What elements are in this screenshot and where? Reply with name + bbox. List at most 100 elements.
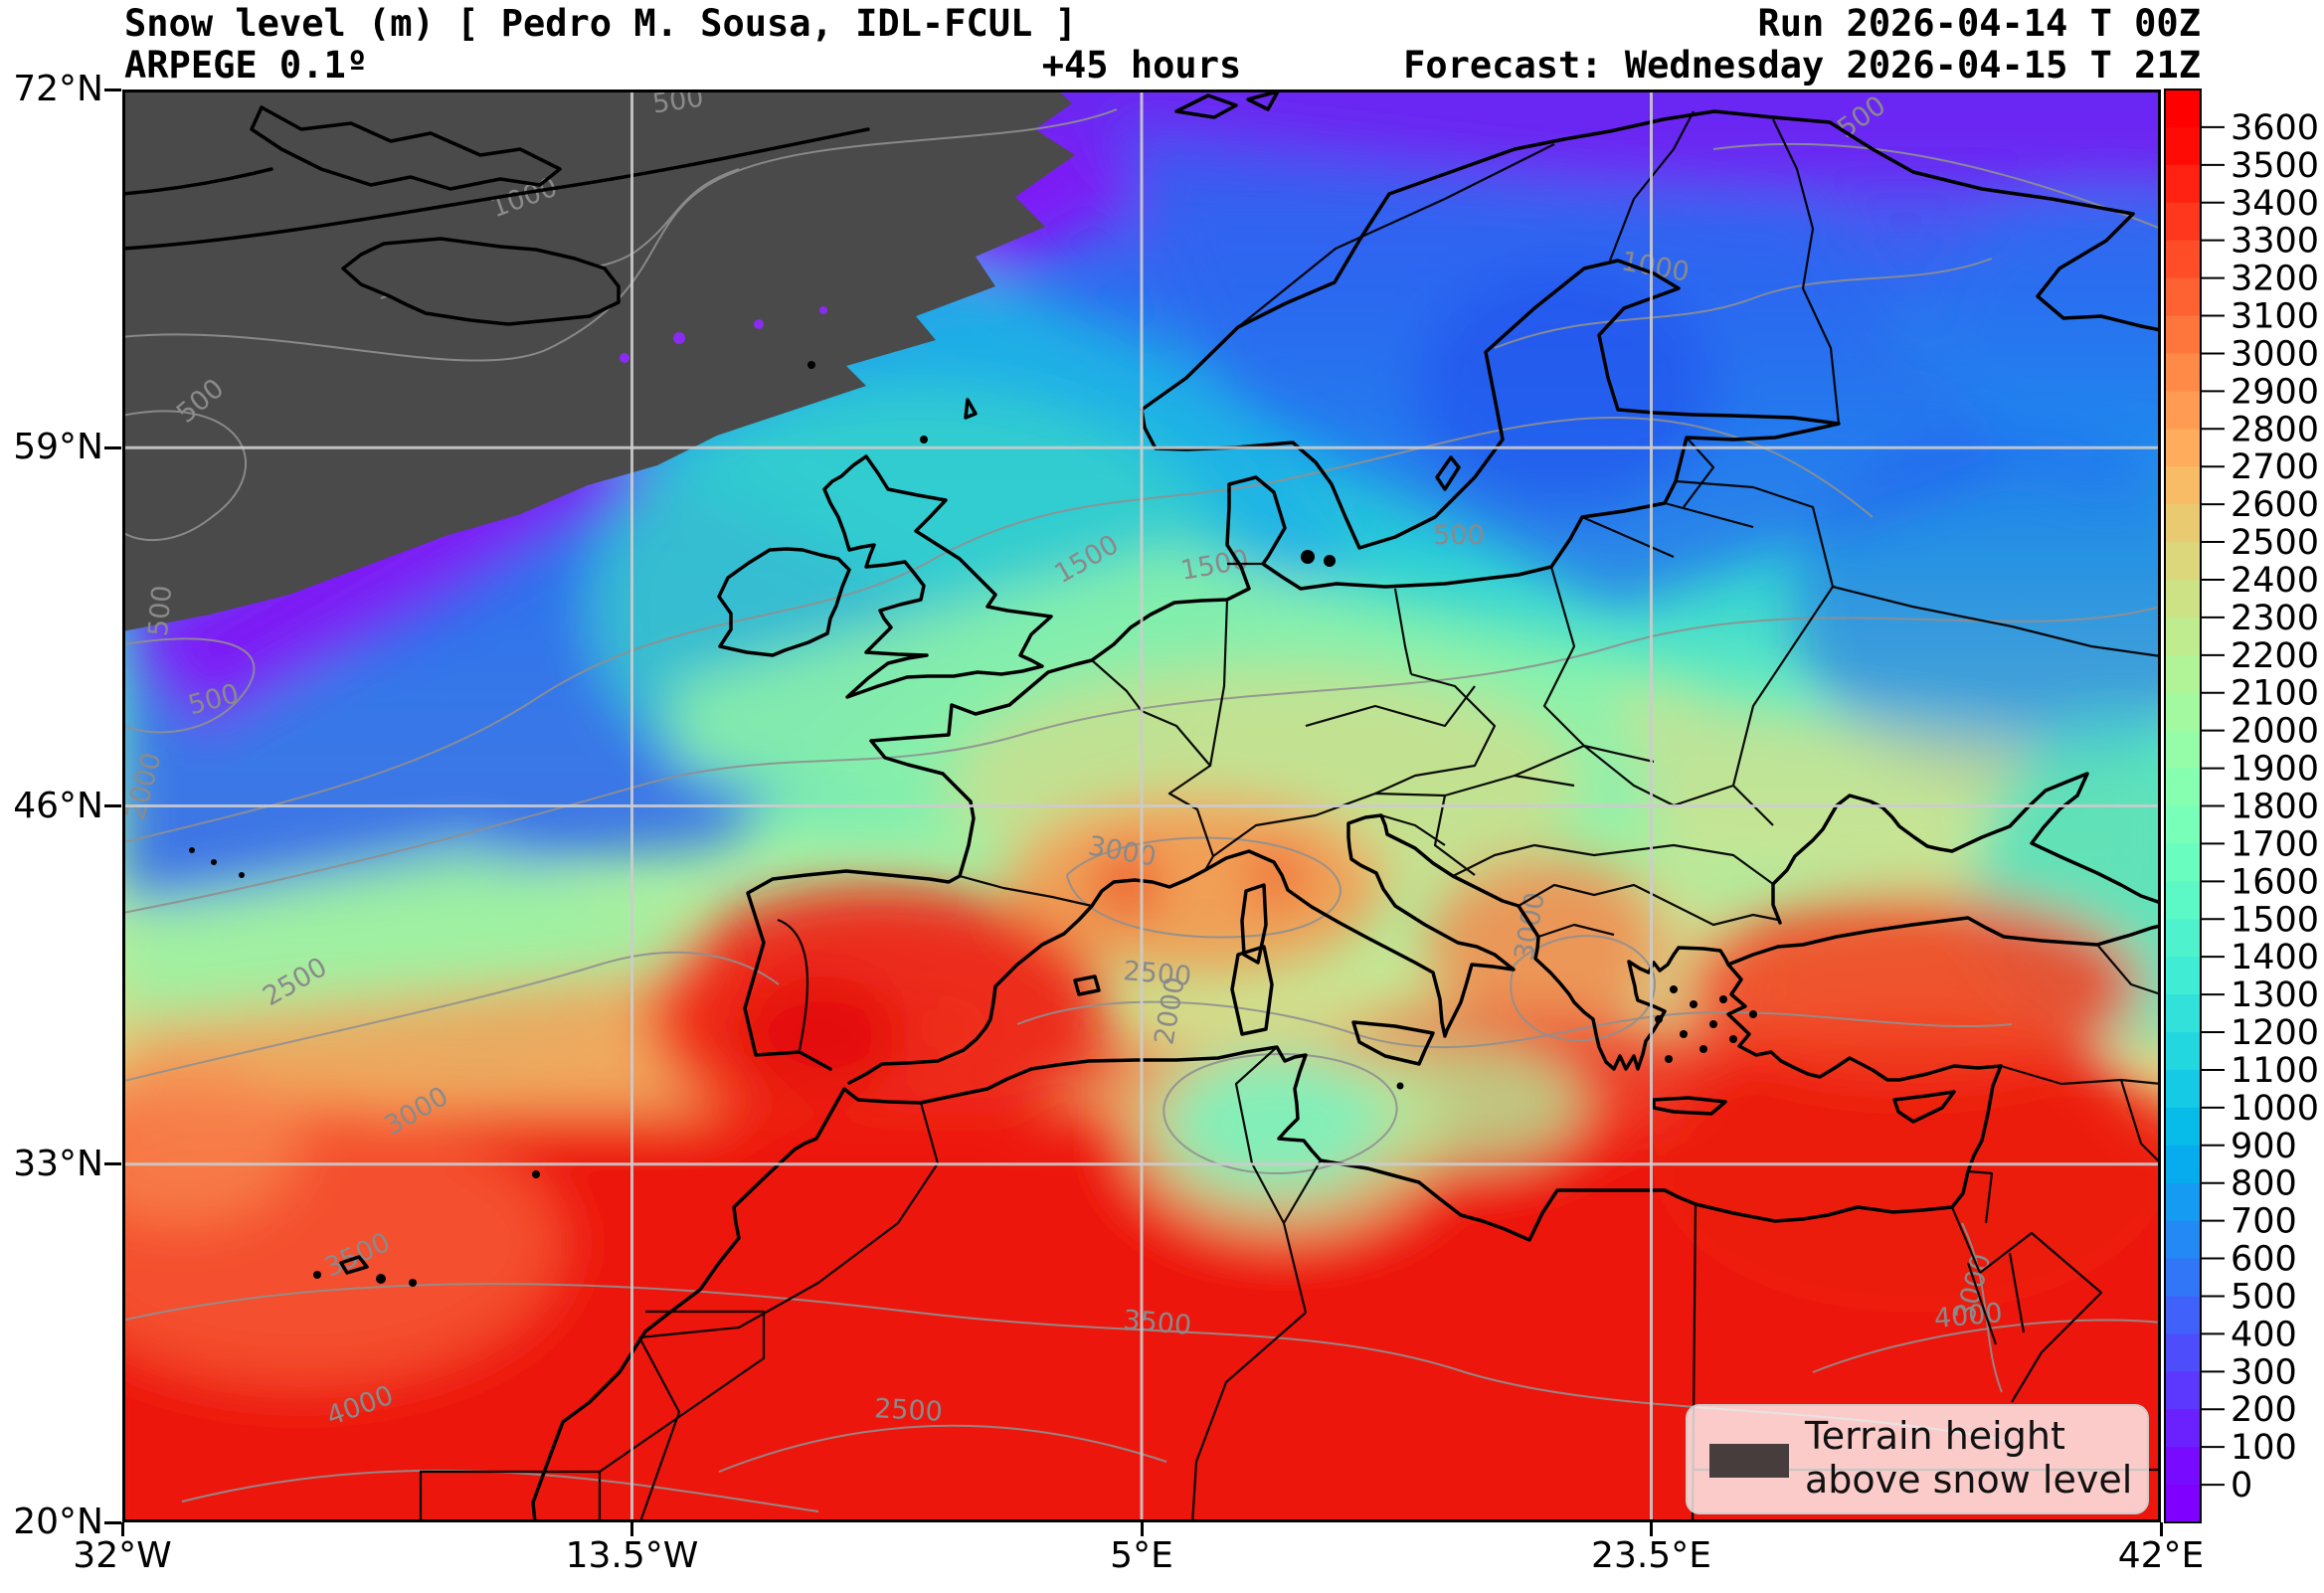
small-islands bbox=[189, 361, 1757, 1287]
x-tick-label: 32°W bbox=[73, 1535, 172, 1576]
colorbar-segment bbox=[2165, 89, 2201, 128]
colorbar-segment bbox=[2165, 1447, 2201, 1486]
run-timestamp: Run 2026-04-14 T 00Z bbox=[1757, 2, 2201, 45]
x-tick-label: 13.5°W bbox=[565, 1535, 699, 1576]
colorbar-tick-label: 400 bbox=[2231, 1315, 2297, 1354]
x-tick-label: 5°E bbox=[1110, 1535, 1173, 1576]
figure-title: Snow level (m) [ Pedro M. Sousa, IDL-FCU… bbox=[124, 2, 1077, 45]
colorbar-segment bbox=[2165, 957, 2201, 995]
y-tick-label: 20°N bbox=[13, 1502, 103, 1542]
colorbar-tick-label: 700 bbox=[2231, 1202, 2297, 1242]
lead-time-label: +45 hours bbox=[1041, 44, 1242, 87]
contour-value-label: 2500 bbox=[1122, 956, 1192, 992]
colorbar-segment bbox=[2165, 1409, 2201, 1448]
y-tick-label: 59°N bbox=[13, 427, 103, 468]
colorbar-tick-label: 900 bbox=[2231, 1127, 2297, 1166]
colorbar-segment bbox=[2165, 277, 2201, 317]
colorbar-tick-label: 2100 bbox=[2231, 674, 2319, 714]
colorbar-segment bbox=[2165, 654, 2201, 694]
colorbar-segment bbox=[2165, 617, 2201, 656]
colorbar-tick-label: 1700 bbox=[2231, 824, 2319, 864]
contour-value-label: 2500 bbox=[873, 1393, 943, 1428]
y-tick-mark bbox=[104, 1520, 121, 1524]
colorbar-segment bbox=[2165, 126, 2201, 166]
x-tick-mark bbox=[2159, 1522, 2163, 1536]
colorbar-segment bbox=[2165, 1371, 2201, 1410]
colorbar-tick-label: 2000 bbox=[2231, 712, 2319, 752]
colorbar-segment bbox=[2165, 164, 2201, 204]
colorbar-tick-label: 2300 bbox=[2231, 599, 2319, 638]
y-tick-label: 46°N bbox=[13, 785, 103, 826]
terrain-above-snow-mask bbox=[122, 89, 1075, 631]
colorbar-segment bbox=[2165, 1220, 2201, 1260]
y-tick-mark bbox=[104, 804, 121, 807]
colorbar-segment bbox=[2165, 504, 2201, 543]
colorbar-segment bbox=[2165, 1485, 2201, 1523]
colorbar-segment bbox=[2165, 730, 2201, 770]
colorbar-tick-label: 200 bbox=[2231, 1390, 2297, 1430]
colorbar-segment bbox=[2165, 1107, 2201, 1147]
colorbar-tick-label: 1600 bbox=[2231, 862, 2319, 902]
colorbar-tick-label: 3500 bbox=[2231, 146, 2319, 186]
x-tick-mark bbox=[1140, 1522, 1144, 1536]
colorbar-segment bbox=[2165, 1258, 2201, 1298]
country-borders bbox=[419, 110, 2161, 1522]
x-tick-mark bbox=[1650, 1522, 1653, 1536]
colorbar-segment bbox=[2165, 919, 2201, 958]
colorbar-segment bbox=[2165, 692, 2201, 732]
colorbar-tick-label: 2500 bbox=[2231, 523, 2319, 563]
colorbar-tick-label: 3300 bbox=[2231, 222, 2319, 262]
colorbar-tick-label: 500 bbox=[2231, 1277, 2297, 1317]
colorbar-segment bbox=[2165, 542, 2201, 581]
colorbar-tick-label: 0 bbox=[2231, 1466, 2252, 1505]
colorbar-tick-label: 1500 bbox=[2231, 900, 2319, 940]
colorbar-tick-label: 1900 bbox=[2231, 750, 2319, 790]
colorbar-segment bbox=[2165, 994, 2201, 1033]
y-tick-mark bbox=[104, 88, 121, 91]
colorbar-tick-label: 100 bbox=[2231, 1428, 2297, 1468]
terrain-legend-text-line1: Terrain height bbox=[1805, 1414, 2065, 1458]
coastlines bbox=[122, 89, 2161, 1522]
colorbar-tick-label: 1100 bbox=[2231, 1051, 2319, 1091]
x-tick-mark bbox=[630, 1522, 633, 1536]
colorbar-tick-label: 3100 bbox=[2231, 297, 2319, 337]
colorbar-tick-label: 600 bbox=[2231, 1240, 2297, 1280]
contour-value-label: 500 bbox=[143, 584, 178, 637]
colorbar-tick-label: 2400 bbox=[2231, 561, 2319, 601]
colorbar-segment bbox=[2165, 391, 2201, 430]
colorbar-segment bbox=[2165, 315, 2201, 355]
graticule-gridlines bbox=[122, 89, 2161, 1522]
terrain-legend-swatch bbox=[1709, 1444, 1789, 1478]
forecast-timestamp: Forecast: Wednesday 2026-04-15 T 21Z bbox=[1403, 44, 2201, 87]
colorbar-segment bbox=[2165, 240, 2201, 279]
colorbar-tick-label: 2900 bbox=[2231, 372, 2319, 412]
colorbar-tick-label: 1400 bbox=[2231, 938, 2319, 977]
colorbar: 3600350034003300320031003000290028002700… bbox=[2164, 88, 2319, 1523]
colorbar-segment bbox=[2165, 1069, 2201, 1109]
plot-frame bbox=[122, 89, 2161, 1522]
colorbar-tick-label: 1000 bbox=[2231, 1089, 2319, 1129]
colorbar-segment bbox=[2165, 1333, 2201, 1372]
colorbar-tick-label: 3600 bbox=[2231, 108, 2319, 148]
colorbar-tick-label: 300 bbox=[2231, 1352, 2297, 1392]
colorbar-segment bbox=[2165, 881, 2201, 920]
colorbar-segment bbox=[2165, 579, 2201, 619]
x-tick-label: 42°E bbox=[2117, 1535, 2205, 1576]
colorbar-tick-label: 1800 bbox=[2231, 788, 2319, 827]
map-plot-area: 500 500 500 500 500 500 1000 1000 1500 1500 2000 20… bbox=[122, 89, 2161, 1522]
colorbar-tick-label: 2200 bbox=[2231, 636, 2319, 676]
colorbar-segment bbox=[2165, 202, 2201, 242]
contour-value-label: 3500 bbox=[1122, 1305, 1192, 1341]
terrain-legend-text-line2: above snow level bbox=[1805, 1458, 2133, 1502]
y-tick-label: 33°N bbox=[13, 1143, 103, 1184]
contour-value-label: 4000 bbox=[1933, 1298, 2004, 1334]
colorbar-tick-label: 2800 bbox=[2231, 410, 2319, 449]
model-label: ARPEGE 0.1º bbox=[124, 44, 369, 87]
colorbar-segment bbox=[2165, 1145, 2201, 1184]
contour-value-label: 500 bbox=[1433, 520, 1485, 551]
terrain-legend: Terrain height above snow level bbox=[1686, 1404, 2149, 1514]
colorbar-segment bbox=[2165, 805, 2201, 845]
colorbar-segment bbox=[2165, 843, 2201, 882]
